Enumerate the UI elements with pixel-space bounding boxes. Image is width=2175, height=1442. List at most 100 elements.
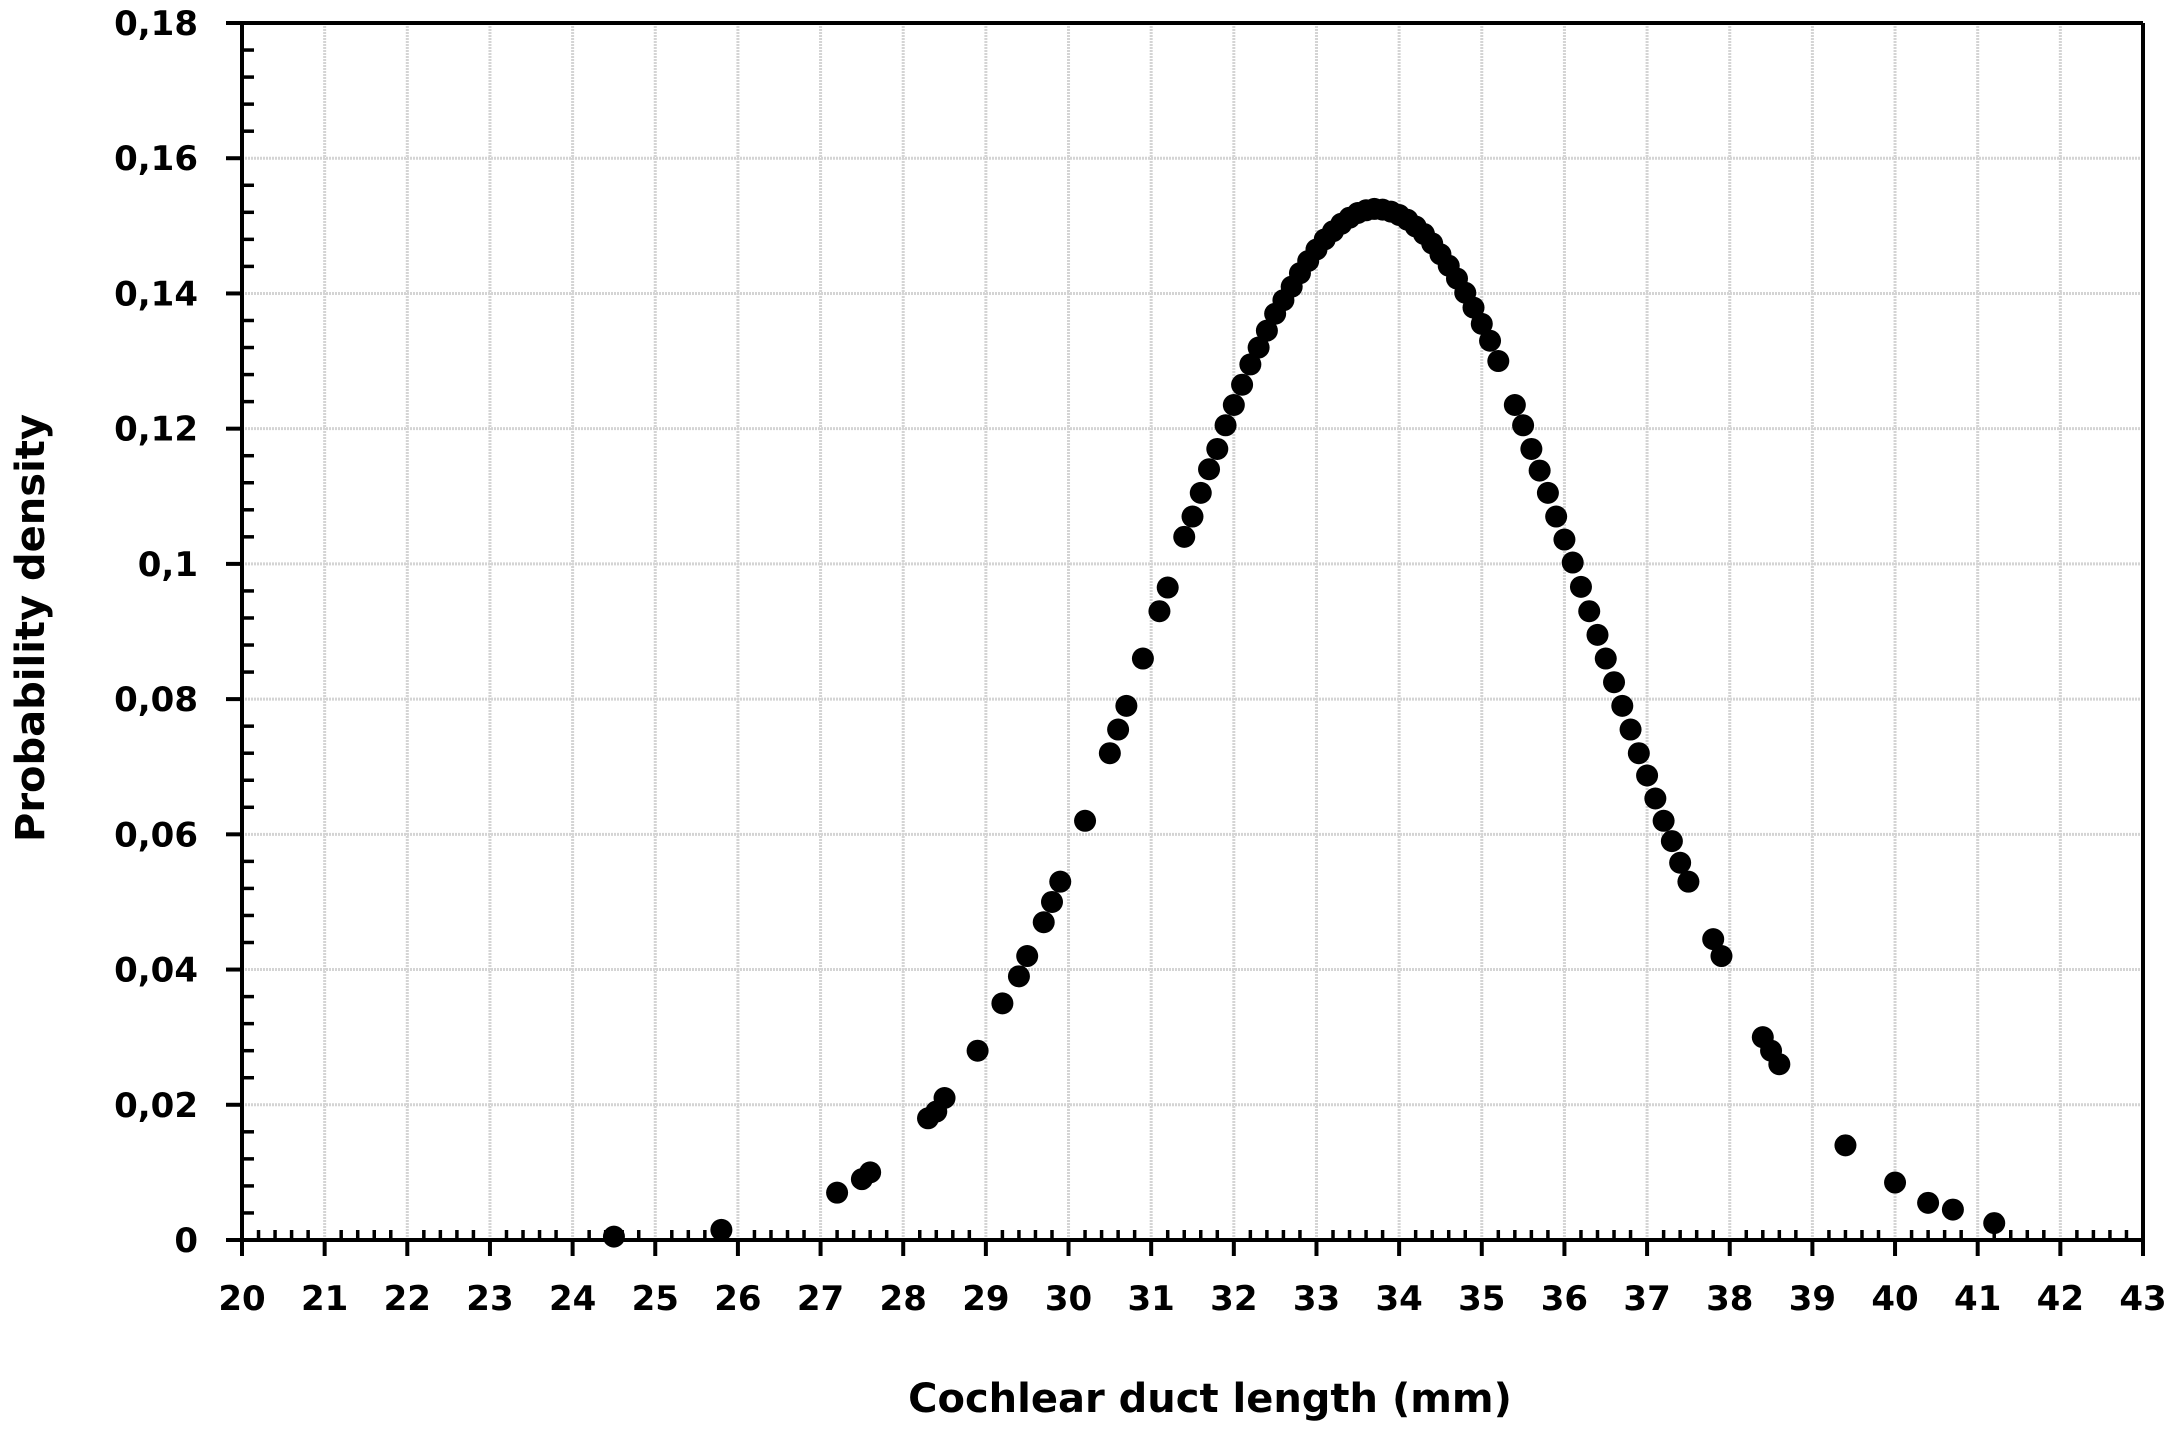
data-point [1198,458,1221,481]
axis-ticks [226,21,2145,1256]
data-point [1115,694,1138,717]
data-point [1173,525,1196,548]
axes [226,21,2145,1256]
data-point [1561,551,1584,574]
data-point [826,1181,849,1204]
data-point [1098,742,1121,765]
data-point [1983,1212,2006,1235]
data-point [1131,647,1154,670]
data-point [933,1087,956,1110]
data-point [1677,870,1700,893]
x-tick-label: 30 [1045,1279,1092,1319]
data-point [1702,928,1725,951]
x-tick-label: 31 [1128,1279,1175,1319]
x-tick-label: 43 [2119,1279,2166,1319]
data-point [1074,809,1097,832]
y-tick-label: 0,18 [114,4,198,44]
data-point [1941,1198,1964,1221]
data-point [1156,576,1179,599]
data-point [1768,1053,1791,1076]
data-point [1255,319,1278,342]
data-point [1016,945,1039,968]
data-point [1214,414,1237,437]
data-point [1239,353,1262,376]
y-tick-label: 0,02 [114,1086,198,1126]
data-point [1520,437,1543,460]
data-point [1578,600,1601,623]
data-point [1603,671,1626,694]
data-point [1040,890,1063,913]
y-tick-label: 0,16 [114,139,198,179]
data-point [1834,1134,1857,1157]
data-point [1189,481,1212,504]
data-point [1206,437,1229,460]
y-tick-label: 0,04 [114,951,198,991]
x-tick-label: 22 [384,1279,431,1319]
data-point [1710,945,1733,968]
x-tick-label: 36 [1541,1279,1588,1319]
x-tick-label: 35 [1458,1279,1505,1319]
y-tick-label: 0,06 [114,815,198,855]
data-point [1032,911,1055,934]
data-point [1462,296,1485,319]
x-tick-label: 28 [880,1279,927,1319]
data-point [1503,394,1526,417]
data-point [1553,528,1576,551]
x-tick-label: 29 [962,1279,1009,1319]
data-point [1884,1171,1907,1194]
x-tick-label: 21 [301,1279,348,1319]
y-tick-label: 0,1 [138,545,198,585]
x-tick-label: 32 [1210,1279,1257,1319]
x-tick-label: 33 [1293,1279,1340,1319]
x-tick-label: 27 [797,1279,844,1319]
data-point [1917,1191,1940,1214]
data-point [991,992,1014,1015]
x-tick-label: 26 [714,1279,761,1319]
data-point [1049,870,1072,893]
x-tick-label: 34 [1375,1279,1422,1319]
y-axis-tick-labels: 0 0,02 0,04 0,06 0,08 0,1 0,12 0,14 0,16 0,18 [114,4,198,1261]
x-axis-tick-labels: 20 21 22 23 24 25 26 27 28 29 30 31 32 33 34 35 36 37 38 39… [218,1279,2166,1319]
data-point [1652,809,1675,832]
x-tick-label: 39 [1789,1279,1836,1319]
x-tick-label: 24 [549,1279,596,1319]
gridlines [242,23,2143,1240]
data-point [1107,718,1130,741]
data-point [602,1225,625,1248]
data-point [1470,312,1493,335]
data-point [1181,505,1204,528]
y-tick-label: 0,08 [114,680,198,720]
x-tick-label: 40 [1871,1279,1918,1319]
data-point [1569,575,1592,598]
data-point [1644,787,1667,810]
y-tick-label: 0,12 [114,410,198,450]
data-point [1231,373,1254,396]
data-point [710,1218,733,1241]
data-point [1536,481,1559,504]
data-point [1669,851,1692,874]
y-tick-label: 0 [174,1221,198,1261]
x-tick-label: 20 [218,1279,265,1319]
y-axis-title: Probability density [8,414,54,842]
data-point [1660,830,1683,853]
data-point [1594,647,1617,670]
y-tick-label: 0,14 [114,274,198,314]
data-point [1512,414,1535,437]
data-point [1545,505,1568,528]
x-tick-label: 25 [632,1279,679,1319]
data-point [1222,394,1245,417]
data-point [1586,623,1609,646]
data-point [1528,459,1551,482]
data-point [1148,600,1171,623]
data-point [1619,718,1642,741]
data-point [1627,742,1650,765]
data-point [1487,350,1510,373]
data-points [602,197,2006,1248]
data-point [859,1161,882,1184]
data-point [1247,336,1270,359]
data-point [1007,965,1030,988]
x-tick-label: 41 [1954,1279,2001,1319]
data-point [966,1039,989,1062]
x-tick-label: 37 [1623,1279,1670,1319]
